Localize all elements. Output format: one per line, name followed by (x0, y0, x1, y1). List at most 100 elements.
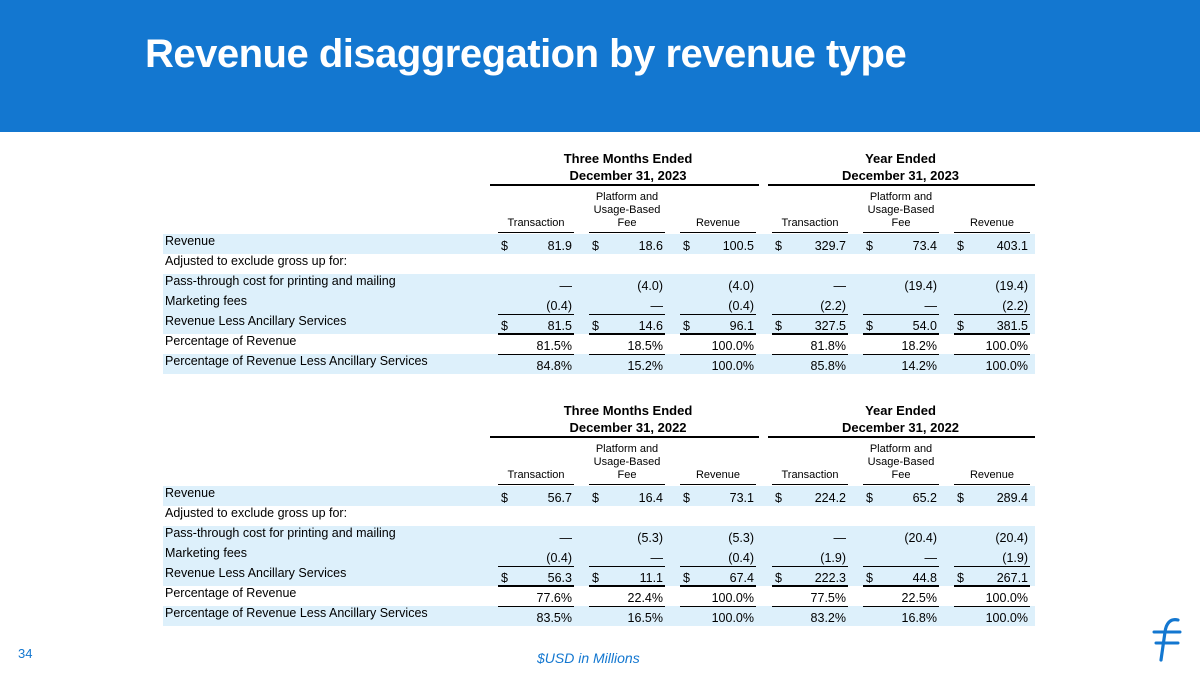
total-rule (498, 333, 574, 335)
row-value: (2.2) (1002, 299, 1028, 313)
period-header-rule (490, 436, 759, 438)
row-value: (1.9) (1002, 551, 1028, 565)
row-value: 100.0% (985, 359, 1028, 373)
row-value: (20.4) (995, 531, 1028, 545)
period-header-line1: Three Months Ended (563, 403, 693, 418)
percentage-rule (863, 606, 939, 607)
table-row: Revenue $81.9 $18.6 $100.5 $329.7 $73.4 $403.1 (163, 234, 1035, 254)
total-rule (498, 585, 574, 587)
row-value: 22.5% (901, 591, 937, 605)
row-value: 16.5% (627, 611, 663, 625)
row-value: 403.1 (996, 239, 1028, 253)
column-header: Revenue (950, 469, 1034, 482)
title-banner: Revenue disaggregation by revenue type (0, 0, 1200, 132)
percentage-rule (589, 606, 665, 607)
column-header-rule (954, 484, 1030, 485)
subtotal-rule (498, 314, 574, 315)
dollar-sign: $ (592, 239, 599, 253)
total-rule (772, 333, 848, 335)
period-header-line2: December 31, 2023 (569, 168, 687, 183)
row-value: 100.0% (711, 339, 754, 353)
row-label: Percentage of Revenue Less Ancillary Ser… (165, 354, 428, 368)
dollar-sign: $ (683, 571, 690, 585)
column-header: Platform and Usage-Based Fee (585, 191, 669, 230)
row-value: 85.8% (810, 359, 846, 373)
row-value: 84.8% (536, 359, 572, 373)
dollar-sign: $ (866, 491, 873, 505)
row-value: 73.1 (729, 491, 754, 505)
row-value: 56.7 (547, 491, 572, 505)
table-row: Marketing fees (0.4) — (0.4) (2.2) — (2.2) (163, 294, 1035, 314)
column-header-rule (680, 484, 756, 485)
dollar-sign: $ (501, 571, 508, 585)
subtotal-rule (589, 566, 665, 567)
row-label: Percentage of Revenue (165, 586, 297, 600)
subtotal-rule (772, 566, 848, 567)
column-header-line: Transaction (507, 469, 565, 481)
row-value: 14.2% (901, 359, 937, 373)
row-label: Revenue Less Ancillary Services (165, 566, 347, 580)
percentage-rule (498, 354, 574, 355)
period-header: Three Months Ended December 31, 2023 (490, 150, 766, 184)
period-header-line2: December 31, 2022 (569, 420, 687, 435)
row-value: (19.4) (995, 279, 1028, 293)
row-value: (2.2) (820, 299, 846, 313)
column-header-line: Transaction (781, 217, 839, 229)
column-header-line: Revenue (969, 217, 1015, 229)
dollar-sign: $ (866, 319, 873, 333)
row-value: (0.4) (728, 299, 754, 313)
row-value: 16.8% (901, 611, 937, 625)
row-value: 100.0% (985, 611, 1028, 625)
row-label: Revenue (165, 486, 216, 500)
column-header: Platform and Usage-Based Fee (585, 443, 669, 482)
column-header-line: Platform and (869, 443, 933, 455)
column-header: Transaction (768, 217, 852, 230)
dollar-sign: $ (501, 239, 508, 253)
dollar-sign: $ (775, 571, 782, 585)
column-header-line: Revenue (695, 217, 741, 229)
row-label: Adjusted to exclude gross up for: (165, 254, 348, 268)
period-header: Three Months Ended December 31, 2022 (490, 402, 766, 436)
dollar-sign: $ (957, 319, 964, 333)
page-title: Revenue disaggregation by revenue type (145, 32, 907, 76)
row-value: (5.3) (637, 531, 663, 545)
row-value: 289.4 (996, 491, 1028, 505)
dollar-sign: $ (683, 239, 690, 253)
column-header: Platform and Usage-Based Fee (859, 191, 943, 230)
column-header-line: Platform and (595, 191, 659, 203)
row-value: 222.3 (814, 571, 846, 585)
row-value: 56.3 (547, 571, 572, 585)
row-value: 18.5% (627, 339, 663, 353)
column-header-rule (498, 232, 574, 233)
subtotal-rule (589, 314, 665, 315)
total-rule (589, 333, 665, 335)
row-value: (4.0) (637, 279, 663, 293)
row-value: (0.4) (546, 551, 572, 565)
row-value: (19.4) (904, 279, 937, 293)
period-header-line1: Year Ended (865, 151, 936, 166)
percentage-rule (954, 354, 1030, 355)
percentage-rule (589, 354, 665, 355)
total-rule (589, 585, 665, 587)
dollar-sign: $ (683, 491, 690, 505)
row-value: 100.0% (985, 339, 1028, 353)
row-value: (5.3) (728, 531, 754, 545)
row-value: 224.2 (814, 491, 846, 505)
column-header-line: Fee (891, 217, 911, 229)
table-row: Percentage of Revenue 81.5% 18.5% 100.0% 81.… (163, 334, 1035, 354)
subtotal-rule (680, 314, 756, 315)
row-value: 81.8% (810, 339, 846, 353)
period-header-line1: Three Months Ended (563, 151, 693, 166)
column-header-rule (863, 232, 939, 233)
row-value: 381.5 (996, 319, 1028, 333)
row-value: 65.2 (912, 491, 937, 505)
row-value: 18.6 (638, 239, 663, 253)
row-value: 73.4 (912, 239, 937, 253)
subtotal-rule (772, 314, 848, 315)
column-header-line: Platform and (595, 443, 659, 455)
table-row: Marketing fees (0.4) — (0.4) (1.9) — (1.9) (163, 546, 1035, 566)
dollar-sign: $ (592, 571, 599, 585)
row-value: 81.9 (547, 239, 572, 253)
total-rule (680, 333, 756, 335)
currency-footnote: $USD in Millions (537, 650, 640, 666)
